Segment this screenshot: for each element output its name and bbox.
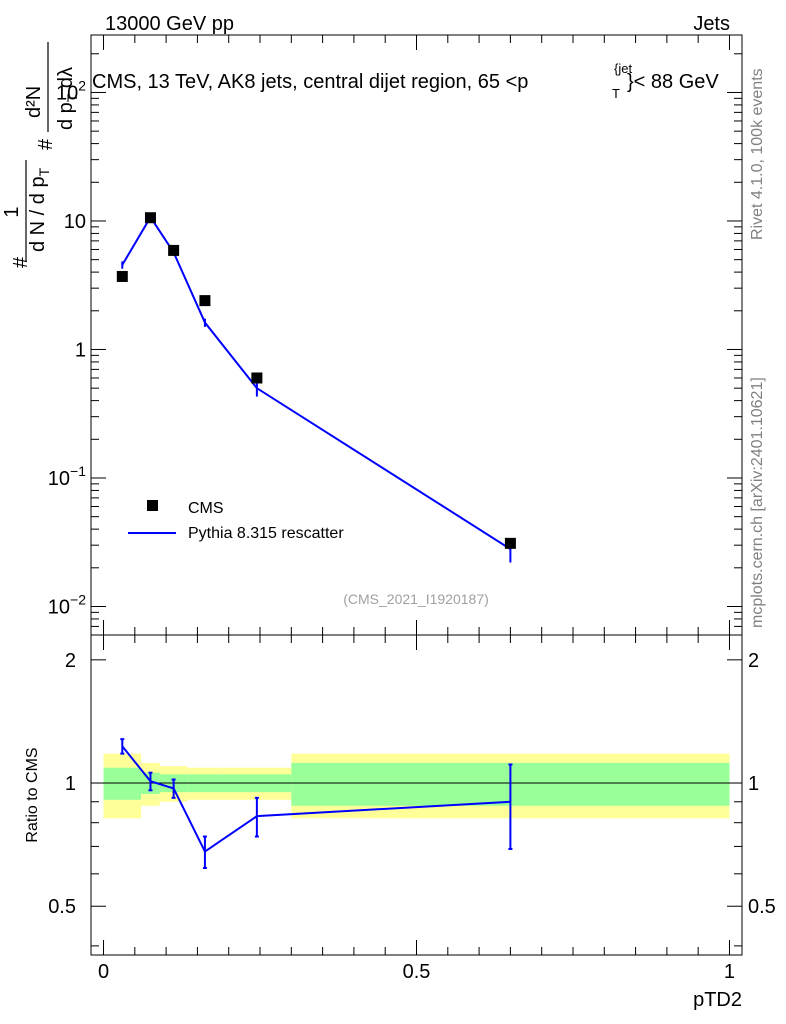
y-label-frac2-den: d pT dλ — [55, 67, 80, 130]
header-right: Jets — [693, 13, 730, 35]
plot-title-close: }< 88 GeV — [627, 71, 719, 93]
analysis-tag: (CMS_2021_I1920187) — [343, 591, 489, 607]
main-plot-marks — [116, 212, 516, 563]
ratio-tick-labels: 2 1 0.5 2 1 0.5 — [48, 650, 776, 918]
rivet-version-label: Rivet 4.1.0, 100k events — [749, 68, 766, 240]
ratio-tick-label-1: 1 — [65, 773, 76, 795]
data-point — [504, 537, 516, 549]
plot-title-subscript: T — [612, 86, 620, 101]
ratio-tick-label-right-1: 1 — [748, 773, 759, 795]
main-y-axis-label: # 1 d N / d pT # d²N d pT dλ — [1, 42, 80, 268]
ratio-y-axis-label: Ratio to CMS — [24, 747, 41, 842]
main-axis-ticks — [91, 53, 742, 636]
y-label-hash-left: # — [10, 256, 32, 268]
main-tick-label-1: 1 — [75, 339, 86, 361]
data-point — [199, 295, 211, 307]
main-tick-label-10: 10 — [64, 211, 86, 233]
x-tick-labels: 0 0.5 1 — [98, 961, 735, 983]
data-point — [116, 270, 128, 282]
main-plot-frame — [90, 34, 743, 636]
plot-title-superscript: {jet — [614, 61, 632, 76]
legend-mc-label: Pythia 8.315 rescatter — [188, 525, 344, 542]
ratio-series-line — [121, 745, 511, 854]
x-tick-label-0.5: 0.5 — [403, 961, 431, 983]
ratio-tick-label-right-0.5: 0.5 — [748, 896, 776, 918]
ratio-tick-label-2: 2 — [65, 650, 76, 672]
x-tick-label-0: 0 — [98, 961, 109, 983]
main-tick-labels: 102 10 1 10−1 10−2 — [48, 77, 86, 618]
data-point — [168, 244, 180, 256]
main-tick-label-100: 102 — [56, 77, 86, 104]
ratio-bands — [103, 753, 730, 819]
y-label-hash-mid: # — [35, 138, 57, 150]
x-axis-ticks — [103, 35, 730, 955]
ratio-plot-marks — [120, 738, 513, 869]
ratio-tick-label-0.5: 0.5 — [48, 896, 76, 918]
data-point — [144, 212, 156, 224]
x-axis-label: pTD2 — [693, 989, 742, 1011]
y-label-frac1-den: d N / d pT — [27, 167, 52, 252]
plot-title: CMS, 13 TeV, AK8 jets, central dijet reg… — [92, 71, 528, 93]
mc-series-line — [121, 215, 511, 550]
main-tick-label-0.1: 10−1 — [48, 463, 86, 490]
ratio-band-stat — [103, 767, 142, 800]
ratio-tick-label-right-2: 2 — [748, 650, 759, 672]
mcplots-label: mcplots.cern.ch [arXiv:2401.10621] — [749, 377, 766, 628]
legend-data-label: CMS — [188, 500, 224, 517]
legend: CMS Pythia 8.315 rescatter — [128, 500, 344, 542]
header-left: 13000 GeV pp — [105, 13, 234, 35]
data-point — [251, 372, 263, 384]
ratio-axis-ticks — [91, 659, 742, 947]
y-label-frac2-num: d²N — [23, 86, 45, 118]
y-label-frac1-num: 1 — [1, 206, 23, 217]
legend-data-marker — [147, 500, 158, 511]
main-tick-label-0.01: 10−2 — [48, 591, 86, 618]
x-tick-label-1: 1 — [724, 961, 735, 983]
